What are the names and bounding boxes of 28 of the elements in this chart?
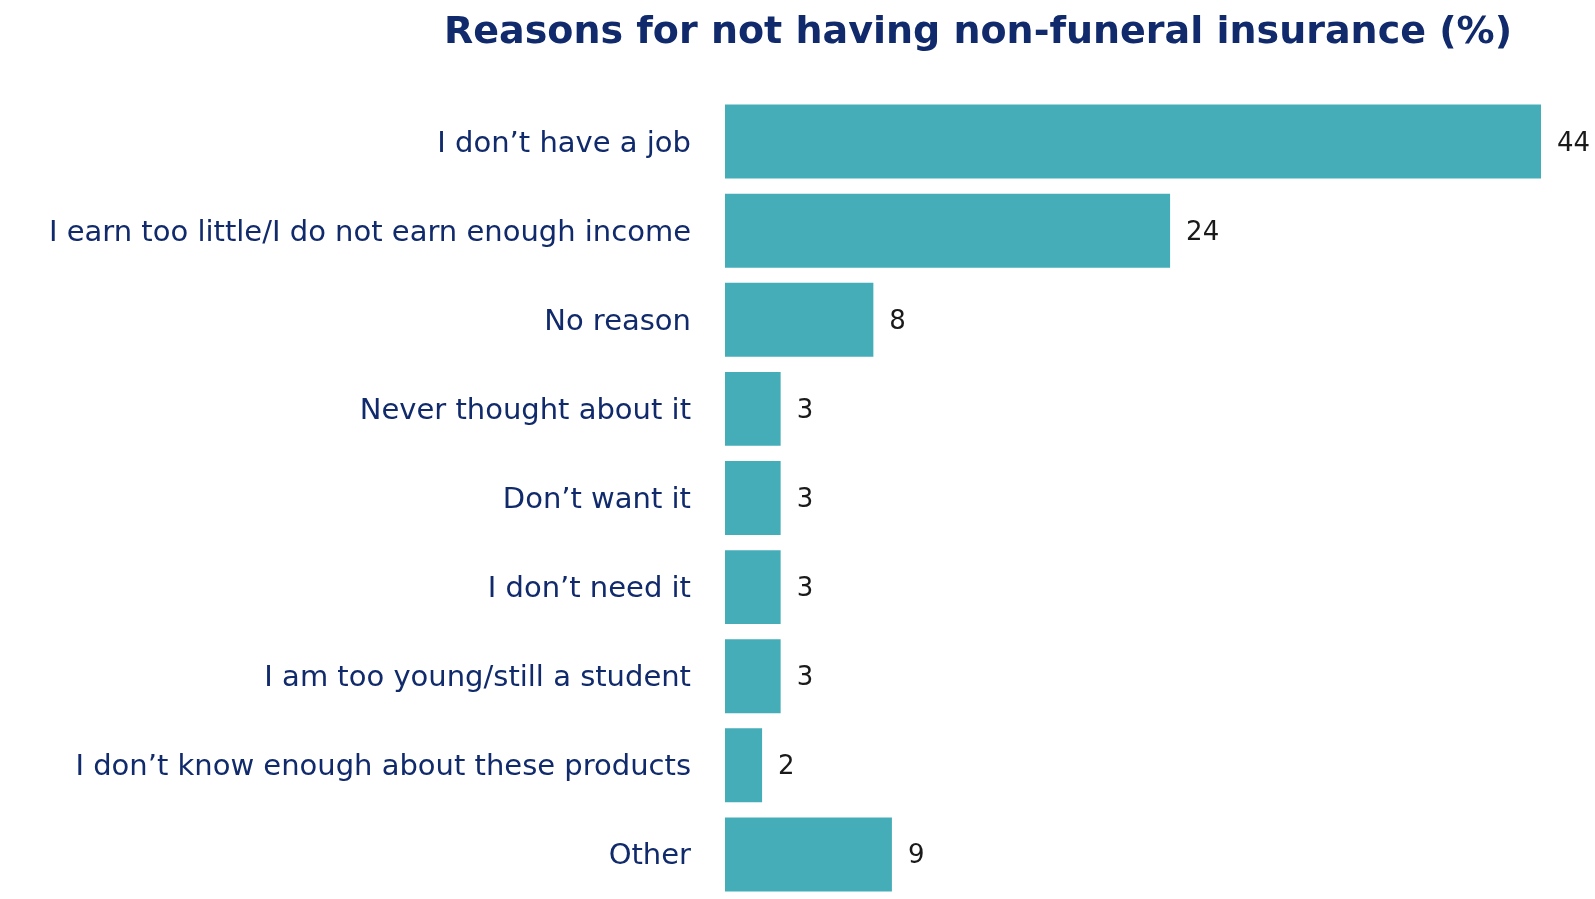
bar <box>725 282 874 357</box>
bar <box>725 639 781 714</box>
y-tick-label: No reason <box>544 302 691 337</box>
data-label: 3 <box>796 483 814 513</box>
data-label: 2 <box>778 750 795 781</box>
y-tick-label: Other <box>608 837 692 872</box>
bar <box>725 461 781 535</box>
bar <box>725 550 781 625</box>
bar <box>725 193 1171 268</box>
data-label: 8 <box>889 304 906 335</box>
bar <box>725 371 781 446</box>
bar <box>725 104 1541 179</box>
bar <box>725 817 892 892</box>
y-tick-label: I am too young/still a student <box>264 659 691 694</box>
y-tick-label: I don’t know enough about these products <box>75 748 691 783</box>
data-label: 3 <box>796 393 814 424</box>
y-tick-label: I don’t have a job <box>437 124 691 159</box>
y-tick-label: Never thought about it <box>359 391 691 426</box>
data-label: 44 <box>1557 126 1591 157</box>
data-label: 3 <box>796 572 814 603</box>
y-tick-label: I earn too little/I do not earn enough income <box>48 213 691 248</box>
chart-title: Reasons for not having non-funeral insurance (%) <box>444 8 1513 52</box>
data-label: 9 <box>907 839 925 870</box>
y-tick-label: I don’t need it <box>487 570 691 605</box>
bar <box>725 728 763 803</box>
data-label: 24 <box>1186 215 1220 246</box>
y-tick-label: Don’t want it <box>502 481 691 515</box>
data-label: 3 <box>796 661 814 692</box>
